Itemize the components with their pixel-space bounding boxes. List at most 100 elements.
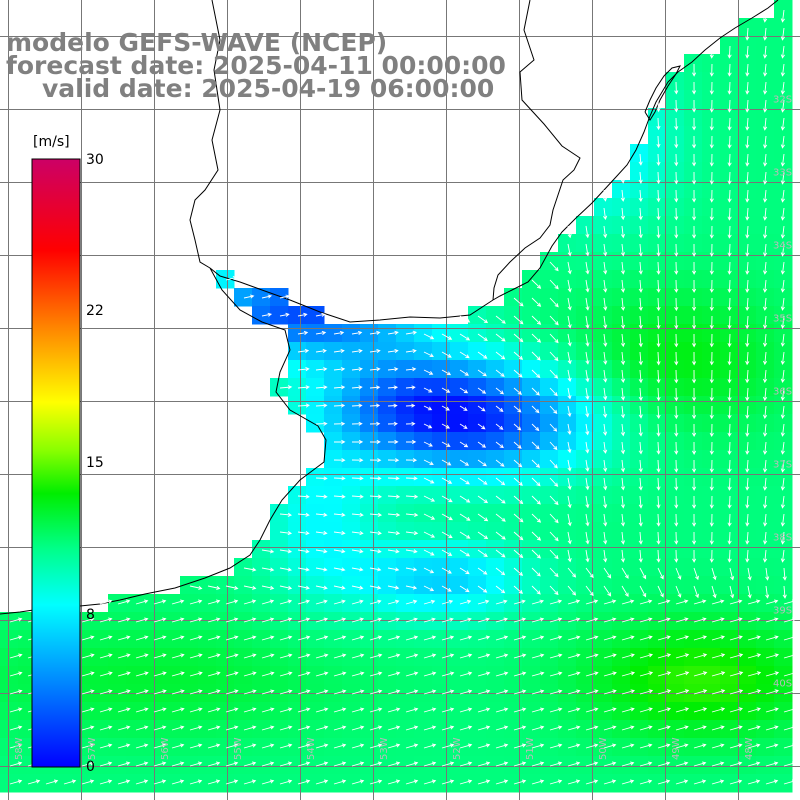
wind-speed-cell <box>342 576 361 595</box>
wind-arrow <box>531 495 541 505</box>
wind-arrow <box>603 617 617 623</box>
wind-arrow <box>369 439 381 444</box>
wind-arrow <box>369 779 383 785</box>
wind-arrow <box>585 279 590 293</box>
lon-label: 54W <box>306 737 317 760</box>
wind-arrow <box>656 405 661 420</box>
wind-speed-cell <box>684 108 703 127</box>
wind-arrow <box>638 513 643 527</box>
wind-arrow <box>459 387 469 394</box>
wind-arrow <box>567 441 572 454</box>
wind-speed-cell <box>720 522 739 541</box>
wind-arrow <box>405 385 416 390</box>
wind-speed-cell <box>540 720 559 739</box>
wind-arrow <box>441 495 453 503</box>
wind-arrow <box>656 459 661 473</box>
wind-arrow <box>513 333 524 343</box>
wind-arrow <box>780 549 785 563</box>
wind-arrow <box>189 707 203 713</box>
wind-arrow <box>153 779 167 785</box>
wind-speed-cell <box>270 630 289 649</box>
wind-arrow <box>405 653 419 659</box>
wind-speed-cell <box>774 0 793 19</box>
wind-speed-cell <box>648 306 667 325</box>
wind-speed-cell <box>756 162 775 181</box>
wind-speed-cell <box>630 360 649 379</box>
wind-arrow <box>693 653 708 659</box>
wind-arrow <box>567 599 581 605</box>
wind-speed-cell <box>684 504 703 523</box>
wind-arrow <box>549 725 563 731</box>
wind-speed-cell <box>630 702 649 721</box>
wind-speed-cell <box>378 774 397 793</box>
wind-speed-cell <box>90 666 109 685</box>
wind-speed-cell <box>216 774 235 793</box>
wind-arrow <box>745 477 750 491</box>
wind-speed-cell <box>558 540 577 559</box>
wind-arrow <box>585 351 590 365</box>
wind-arrow <box>531 279 542 289</box>
forecast-date: forecast date: 2025-04-11 00:00:00 <box>6 51 506 80</box>
wind-speed-cell <box>576 360 595 379</box>
wind-arrow <box>189 671 203 677</box>
wind-arrow <box>225 635 239 641</box>
wind-speed-cell <box>774 18 793 37</box>
wind-arrow <box>603 779 617 785</box>
wind-arrow <box>709 477 714 491</box>
wind-speed-cell <box>342 504 361 523</box>
wind-speed-cell <box>576 378 595 397</box>
wind-speed-cell <box>666 252 685 271</box>
wind-arrow <box>423 725 437 731</box>
wind-speed-cell <box>630 540 649 559</box>
wind-speed-cell <box>702 144 721 163</box>
wind-speed-cell <box>468 342 487 361</box>
wind-arrow <box>243 617 257 623</box>
wind-speed-cell <box>396 468 415 487</box>
wind-arrow <box>620 549 626 563</box>
wind-arrow <box>783 635 797 641</box>
wind-arrow <box>531 743 545 749</box>
wind-arrow <box>405 403 416 408</box>
wind-speed-cell <box>450 738 469 757</box>
wind-arrow <box>603 671 617 677</box>
wind-speed-cell <box>720 414 739 433</box>
wind-arrow <box>531 315 542 325</box>
wind-speed-cell <box>396 378 415 397</box>
wind-arrow <box>369 689 383 695</box>
wind-arrow <box>780 261 785 275</box>
wind-speed-cell <box>720 288 739 307</box>
wind-arrow <box>675 635 690 641</box>
wind-arrow <box>780 369 785 384</box>
wind-speed-cell <box>378 648 397 667</box>
lat-label: 36S <box>773 386 793 398</box>
wind-speed-cell <box>774 738 793 757</box>
wind-arrow <box>745 297 750 312</box>
wind-arrow <box>585 549 590 563</box>
wind-speed-cell <box>198 666 217 685</box>
wind-speed-cell <box>270 648 289 667</box>
wind-arrow <box>279 743 293 749</box>
wind-speed-cell <box>576 720 595 739</box>
wind-arrow <box>567 459 572 472</box>
wind-speed-cell <box>324 342 343 361</box>
wind-arrow <box>675 707 690 713</box>
wind-speed-cell <box>756 450 775 469</box>
wind-speed-cell <box>522 720 541 739</box>
wind-arrow <box>674 333 679 348</box>
wind-arrow <box>459 369 469 376</box>
wind-arrow <box>674 297 679 312</box>
wind-speed-cell <box>576 702 595 721</box>
wind-speed-cell <box>630 342 649 361</box>
wind-speed-cell <box>306 540 325 559</box>
wind-speed-cell <box>324 414 343 433</box>
wind-speed-cell <box>396 648 415 667</box>
wind-speed-cell <box>522 702 541 721</box>
wind-arrow <box>711 635 726 641</box>
wind-arrow <box>780 45 785 59</box>
lon-label: 49W <box>671 737 682 760</box>
wind-arrow <box>692 513 697 527</box>
wind-arrow <box>405 689 419 695</box>
wind-speed-cell <box>252 666 271 685</box>
wind-speed-cell <box>90 774 109 793</box>
wind-arrow <box>495 585 506 594</box>
